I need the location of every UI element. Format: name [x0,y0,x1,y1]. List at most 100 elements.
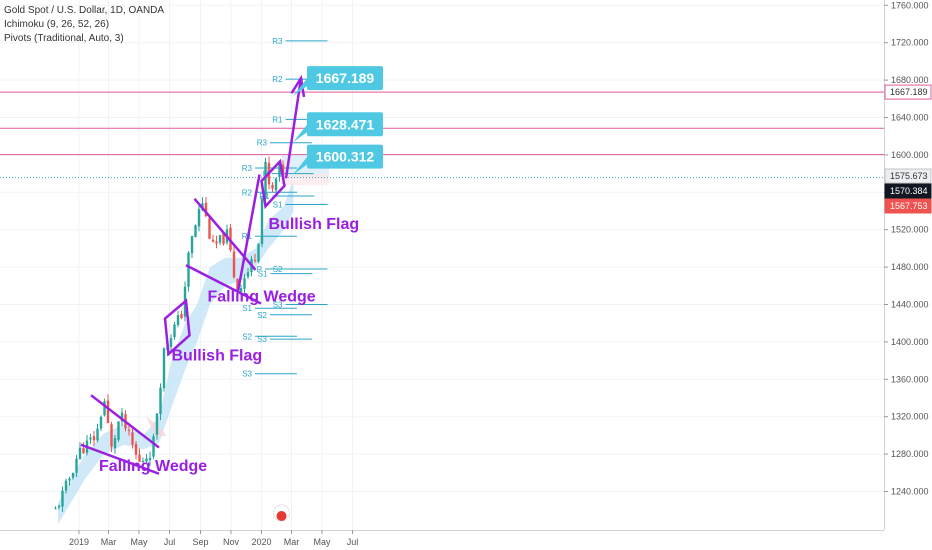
time-tick-label: Nov [223,537,240,547]
pivot-label: S1 [273,200,283,209]
candle-body [197,209,201,227]
time-tick-label: May [313,537,331,547]
candle-body [190,236,194,254]
price-tag: 1667.189 [884,84,932,100]
candle-body [159,387,162,414]
candle-body [152,436,155,457]
candle-body [103,401,106,416]
candle-body [208,217,211,239]
price-callout: 1628.471 [293,112,383,143]
candle-body [173,324,176,338]
time-axis: 2019 Mar May Jul Sep Nov 2020 Mar May Jul [0,530,932,550]
candle-body [92,436,96,441]
wedge-1-lower-line [80,443,160,475]
pivot-label: S3 [273,301,283,310]
candle-body [82,448,85,454]
candle [131,426,134,449]
candle-body [253,260,257,262]
pivot-label: R1 [272,115,283,124]
candle [145,453,148,464]
price-tick-label: 1320.000 [891,412,929,422]
candle [134,441,138,460]
price-tag-box [884,183,932,199]
candle-body [169,338,173,347]
candle-body [106,400,110,424]
candle-body [138,454,141,462]
candle [176,310,180,328]
candle-body [131,432,134,445]
price-tick-label: 1600.000 [891,150,929,160]
callout-box [307,144,383,169]
flag-2-rectangle [260,158,286,210]
time-tick-label: Mar [284,537,300,547]
price-tag-label: 1570.384 [890,186,928,196]
candle-body [117,421,120,440]
candle-body [211,239,215,242]
projection-arrow-line [284,78,303,179]
candle [110,421,113,452]
candle [260,196,264,248]
candle-body [246,272,250,277]
candle-body [257,243,260,262]
price-tick-label: 1440.000 [891,300,929,310]
price-tag-label: 1575.673 [890,171,928,181]
price-tick-label: 1480.000 [891,262,929,272]
candle [194,224,197,238]
candle [246,268,250,280]
wedge-1-upper-line [90,394,160,449]
projection-arrow-head [290,74,306,98]
horizontal-levels [0,91,884,179]
pivot-label: S1 [242,304,252,313]
candle-body [222,233,225,244]
event-marker-icon [273,504,290,522]
price-tick-label: 1400.000 [891,337,929,347]
candle [117,420,120,442]
candle [278,163,281,182]
candle [264,157,267,205]
candle-body [229,227,232,251]
candle [113,435,117,454]
candle-body [278,163,281,177]
time-tick-label: 2020 [251,537,271,547]
candle [64,478,68,494]
candle [78,442,82,460]
price-tag-box [884,168,932,184]
price-tick-label: 1360.000 [891,374,929,384]
event-marker-dot [276,511,287,521]
candle [218,234,222,246]
candle-body [243,278,246,289]
candle-body [271,184,274,189]
flag-1-rectangle [163,298,191,357]
price-tag-box [884,198,932,214]
candle [155,413,159,440]
candle-body [54,508,57,510]
candle-body [218,235,222,243]
pattern-label-3: Falling Wedge [208,289,316,306]
candle [232,245,236,279]
price-callout: 1667.189 [293,66,383,97]
breakout-line-1 [236,174,261,292]
candle [141,457,145,464]
time-tick-label: May [130,537,148,547]
callout-label: 1667.189 [316,70,375,86]
pattern-label-4: Bullish Flag [269,216,360,233]
ichimoku-indicator-label: Ichimoku (9, 26, 52, 26) [4,19,110,30]
candle [159,383,162,421]
pivot-label: R2 [242,188,253,197]
candle-body [204,202,208,217]
candle [71,472,75,480]
candle [253,253,257,263]
candle [271,182,274,193]
candle [208,216,211,240]
candle-body [232,251,236,278]
price-tick-label: 1760.000 [891,0,929,10]
candle-body [57,505,61,508]
candle-body [141,461,145,463]
candle-body [239,288,243,292]
pivot-label: R2 [272,75,283,84]
price-tick-label: 1240.000 [891,487,929,497]
candle [173,321,176,340]
symbol-title: Gold Spot / U.S. Dollar, 1D, OANDA [4,5,165,16]
candle-body [75,458,78,473]
